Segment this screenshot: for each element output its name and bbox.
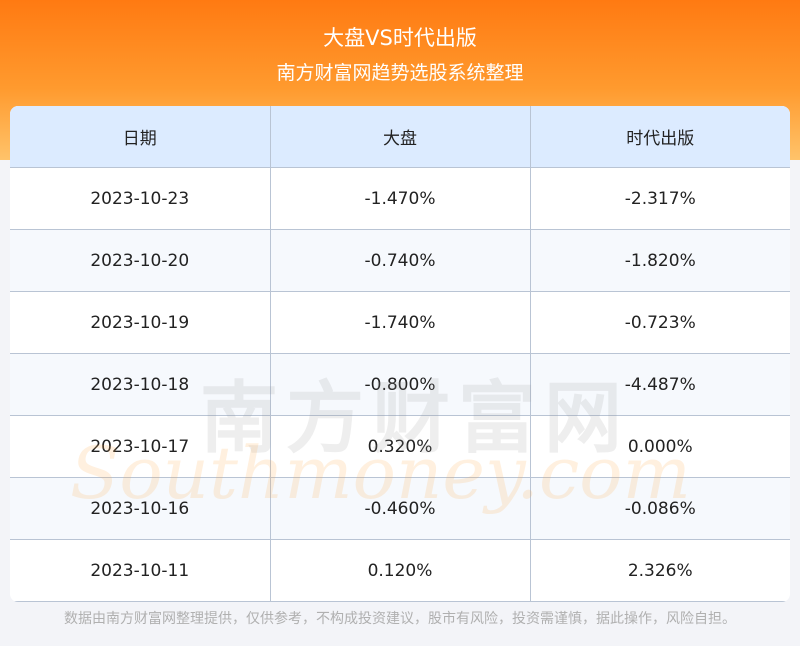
title: 大盘VS时代出版 (323, 26, 477, 50)
table-card: 日期 大盘 时代出版 2023-10-23 -1.470% -2.317% 2023-10-… (10, 106, 790, 602)
table-cell: 0.000% (529, 415, 790, 478)
column-header: 时代出版 (529, 106, 790, 168)
table-row: 2023-10-19 -1.740% -0.723% (10, 291, 790, 354)
column-header: 日期 (10, 106, 271, 168)
subtitle: 南方财富网趋势选股系统整理 (276, 62, 524, 84)
table-cell: -0.723% (529, 291, 790, 354)
table-cell: -1.820% (529, 229, 790, 292)
table-cell: -1.470% (269, 167, 531, 230)
table-row: 2023-10-23 -1.470% -2.317% (10, 167, 790, 230)
table-cell: 2023-10-19 (10, 291, 271, 354)
table-cell: 2.326% (529, 539, 790, 602)
column-header: 大盘 (269, 106, 531, 168)
table-cell: 0.320% (269, 415, 531, 478)
table-row: 2023-10-11 0.120% 2.326% (10, 539, 790, 602)
table-cell: -4.487% (529, 353, 790, 416)
table-cell: 2023-10-17 (10, 415, 271, 478)
table-cell: 2023-10-11 (10, 539, 271, 602)
header-row: 日期 大盘 时代出版 (10, 106, 790, 168)
table-cell: -2.317% (529, 167, 790, 230)
table-cell: 0.120% (269, 539, 531, 602)
table-cell: 2023-10-18 (10, 353, 271, 416)
table-cell: 2023-10-20 (10, 229, 271, 292)
table-row: 2023-10-17 0.320% 0.000% (10, 415, 790, 478)
footer: 数据由南方财富网整理提供，仅供参考，不构成投资建议，股市有风险，投资需谨慎，据此… (64, 611, 736, 627)
table-cell: -1.740% (269, 291, 531, 354)
table-row: 2023-10-18 -0.800% -4.487% (10, 353, 790, 416)
table-cell: 2023-10-23 (10, 167, 271, 230)
table-cell: -0.460% (269, 477, 531, 540)
table-cell: -0.086% (529, 477, 790, 540)
table-cell: -0.800% (269, 353, 531, 416)
table-cell: -0.740% (269, 229, 531, 292)
table: 日期 大盘 时代出版 2023-10-23 -1.470% -2.317% 2023-10-… (10, 106, 790, 602)
table-row: 2023-10-16 -0.460% -0.086% (10, 477, 790, 540)
table-row: 2023-10-20 -0.740% -1.820% (10, 229, 790, 292)
table-cell: 2023-10-16 (10, 477, 271, 540)
